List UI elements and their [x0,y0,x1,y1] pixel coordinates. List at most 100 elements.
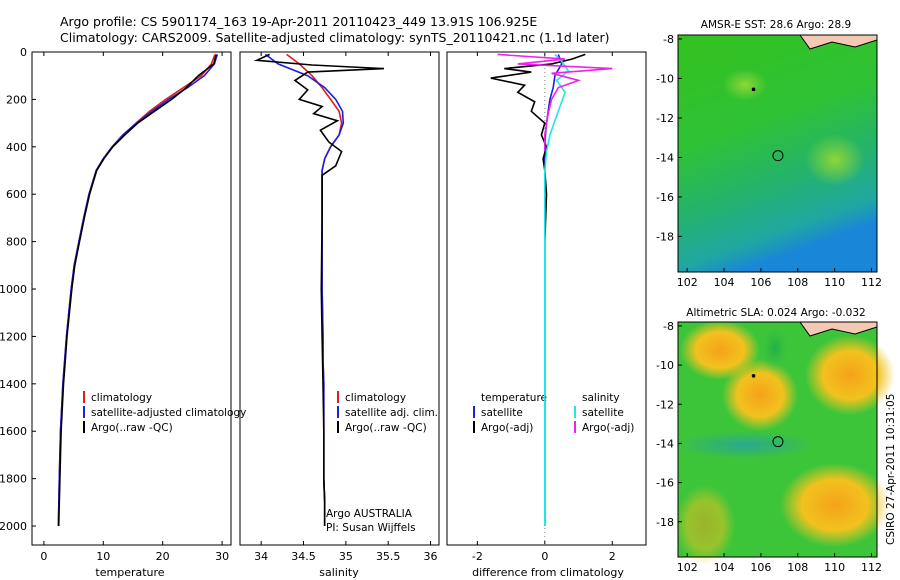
map-x-tick-label: 104 [714,561,735,574]
previous-position-marker [751,374,756,378]
argo-position-marker [772,150,784,162]
y-tick-label: 0 [20,46,27,59]
legend-label: Argo(..raw -QC) [345,422,427,434]
y-tick-label: 2000 [0,520,27,533]
difference-xlabel: difference from climatology [472,566,624,579]
y-tick-label: 1000 [0,283,27,296]
legend-label: satellite adj. clim. [345,407,438,419]
map-x-tick-label: 104 [714,276,735,289]
map-x-tick-label: 106 [750,276,771,289]
sla-axis: 102 104 106 108 110 112 -8 -10 -12 -14 -16 -18 [656,320,882,574]
map-x-tick-label: 108 [787,561,808,574]
argo-position-marker [772,436,784,448]
x-tick-label: 36 [424,550,438,563]
figure-title-line2: Climatology: CARS2009. Satellite-adjuste… [60,30,610,45]
sla-low-anomaly [675,431,815,459]
sst-markers [751,87,784,162]
sst-map: AMSR-E SST: 28.6 Argo: 28.9 102 104 106 108… [656,19,882,289]
series-line-satellite [57,54,219,527]
map-y-tick-label: -16 [656,191,674,204]
map-y-tick-label: -8 [663,33,674,46]
sla-map-frame [677,321,878,558]
series-line-sal_argo [497,53,613,152]
salinity-panel: salinity Argo AUSTRALIA PI: Susan Wijffe… [239,51,440,579]
series-line-sal_satellite [543,53,570,526]
legend-label: satellite [481,407,523,419]
map-x-tick-label: 112 [861,276,882,289]
salinity-xlabel: salinity [319,566,359,579]
x-tick-label: 30 [215,550,229,563]
y-tick-label: 1600 [0,425,27,438]
sla-high-anomaly [675,485,735,565]
sst-warm-patch [723,69,767,101]
y-tick-label: 1400 [0,378,27,391]
x-tick-label: 0 [541,550,548,563]
credit-label: CSIRO 27-Apr-2011 10:31:05 [885,394,897,545]
sla-map-title: Altimetric SLA: 0.024 Argo: -0.032 [686,307,865,319]
y-tick-label: 400 [6,141,27,154]
map-y-tick-label: -12 [656,398,674,411]
map-x-tick-label: 106 [750,561,771,574]
x-tick-label: 35 [339,550,353,563]
x-tick-label: 34.5 [291,550,316,563]
salinity-legend: climatology satellite adj. clim. Argo(..… [337,391,438,434]
sst-map-frame [677,34,878,273]
map-y-tick-label: -14 [656,437,674,450]
series-line-argo [253,53,385,526]
sst-map-title: AMSR-E SST: 28.6 Argo: 28.9 [701,19,851,31]
y-tick-label: 800 [6,236,27,249]
figure-title-line1: Argo profile: CS 5901174_163 19-Apr-2011… [60,14,537,29]
map-x-tick-label: 102 [677,276,698,289]
x-tick-label: 0 [40,550,47,563]
series-line-argo [490,53,586,526]
legend-heading-temperature: temperature [481,392,547,404]
temperature-panel: temperature [31,51,232,579]
series-line-argo [57,54,217,527]
legend-label: Argo(..raw -QC) [91,422,173,434]
map-x-tick-label: 112 [861,561,882,574]
y-tick-label: 200 [6,93,27,106]
y-tick-label: 1200 [0,330,27,343]
x-tick-label: 10 [96,550,110,563]
map-y-tick-label: -18 [656,516,674,529]
sla-markers [751,374,784,448]
x-tick-label: 20 [156,550,170,563]
map-y-tick-label: -18 [656,230,674,243]
legend-heading-salinity: salinity [582,392,620,404]
map-y-tick-label: -14 [656,151,674,164]
legend-label: satellite [582,407,624,419]
difference-panel: difference from climatology [446,51,647,579]
legend-label: satellite-adjusted climatology [91,407,246,419]
legend-label: Argo(-adj) [582,422,634,434]
y-tick-label: 1800 [0,473,27,486]
difference-profile-series: -2 0 2 [472,52,616,563]
profile-plots: 0 10 20 30020040060080010001200140016001800… [0,46,616,563]
temperature-legend: climatology satellite-adjusted climatolo… [83,391,246,434]
sla-high-anomaly [722,359,798,431]
map-x-tick-label: 110 [824,276,845,289]
float-owner-line1: Argo AUSTRALIA [326,508,413,520]
sla-high-anomaly [805,335,895,415]
map-x-tick-label: 102 [677,561,698,574]
legend-label: Argo(-adj) [481,422,533,434]
previous-position-marker [751,87,756,92]
temperature-xlabel: temperature [95,566,164,579]
difference-axes-frame [446,51,647,546]
sla-high-anomaly [780,463,890,547]
map-x-tick-label: 108 [787,276,808,289]
legend-label: climatology [345,392,406,404]
salinity-axes-frame [239,51,440,546]
difference-legend: temperature satellite Argo(-adj) salinit… [473,392,634,434]
series-line-climatology [57,54,216,527]
x-tick-label: 35.5 [376,550,401,563]
map-y-tick-label: -12 [656,112,674,125]
x-tick-label: 2 [609,550,616,563]
map-y-tick-label: -8 [663,320,674,333]
salinity-profile-series: 34 34.5 35 35.5 36 [253,52,438,563]
sla-map: Altimetric SLA: 0.024 Argo: -0.032 102 10… [656,307,895,574]
map-x-tick-label: 110 [824,561,845,574]
sst-warm-patch [805,134,865,186]
sst-axis: 102 104 106 108 110 112 -8 -10 -12 -14 -16 -18 [656,33,882,289]
x-tick-label: -2 [472,550,483,563]
